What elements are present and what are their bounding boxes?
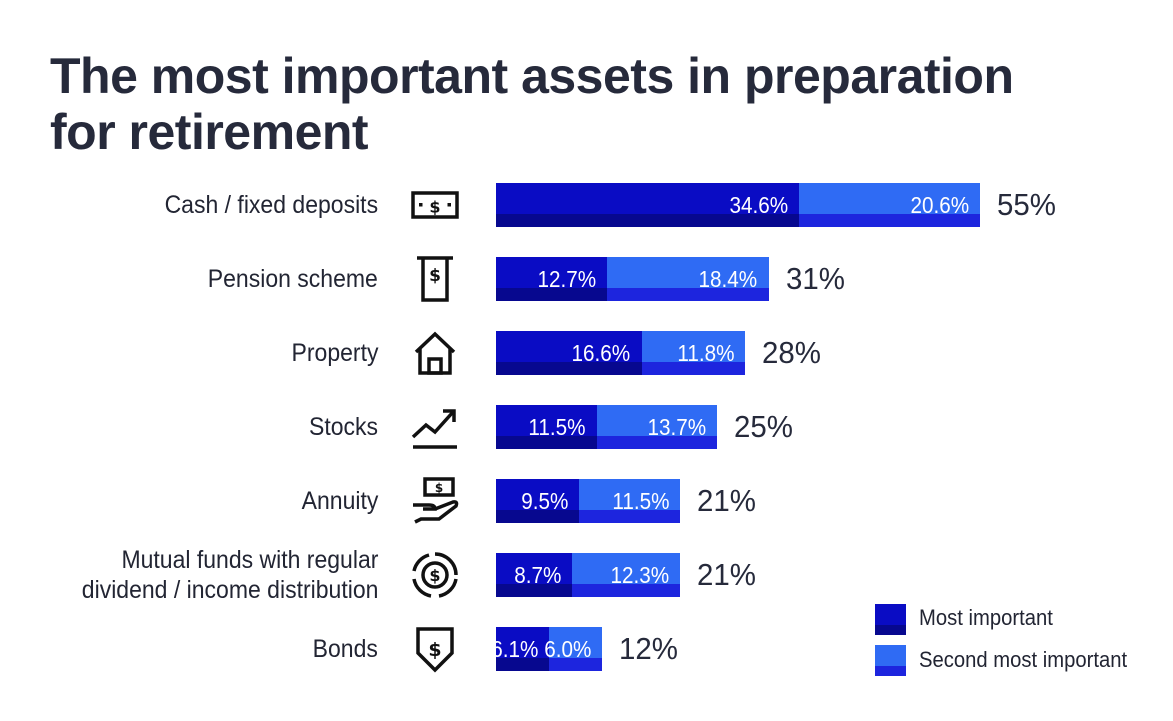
category-label-annuity: Annuity [301, 486, 378, 516]
data-label-second-most-important-bonds: 6.0% [543, 636, 592, 662]
bar-segment-second-most-important-pension-scheme [607, 257, 769, 301]
data-label-second-most-important-cash-fixed-deposits: 20.6% [910, 192, 969, 218]
bar-segment-most-important-annuity [496, 479, 580, 523]
category-label-pension-scheme: Pension scheme [208, 264, 378, 294]
bar-segment-most-important-stocks [496, 405, 597, 449]
bar-segment-most-important-mutual-funds-with-regular-dividend-income-distribution [496, 553, 573, 597]
category-label-line: Property [291, 339, 378, 367]
total-label-cash-fixed-deposits: 55% [997, 187, 1056, 222]
svg-text:$: $ [435, 481, 443, 495]
data-label-second-most-important-stocks: 13.7% [647, 414, 706, 440]
data-label-second-most-important-mutual-funds-with-regular-dividend-income-distribution: 12.3% [610, 562, 670, 588]
house-icon [409, 327, 461, 379]
data-label-most-important-mutual-funds-with-regular-dividend-income-distribution: 8.7% [514, 562, 562, 588]
category-label-line: Mutual funds with regular [121, 546, 379, 574]
total-label-mutual-funds-with-regular-dividend-income-distribution: 21% [697, 557, 757, 592]
category-label-line: Pension scheme [207, 265, 378, 293]
legend-swatch-most-important [875, 604, 906, 635]
category-label-line: Bonds [312, 635, 378, 663]
total-label-annuity: 21% [697, 483, 757, 518]
dollar-cycle-icon: $ [409, 549, 461, 601]
svg-text:$: $ [429, 566, 440, 585]
total-label-stocks: 25% [733, 409, 793, 444]
pension-document-icon: $ [409, 253, 461, 305]
data-label-most-important-property: 16.6% [571, 340, 631, 366]
chart-title: The most important assets in preparation… [50, 48, 1014, 160]
cash-icon: $ [409, 179, 461, 231]
total-label-pension-scheme: 31% [785, 261, 845, 296]
data-label-most-important-pension-scheme: 12.7% [537, 266, 597, 292]
legend-swatch-second-most-important [875, 645, 906, 676]
data-label-second-most-important-property: 11.8% [676, 340, 735, 366]
total-label-property: 28% [762, 335, 821, 370]
category-label-cash-fixed-deposits: Cash / fixed deposits [164, 190, 378, 220]
data-label-most-important-stocks: 11.5% [528, 414, 586, 440]
data-label-second-most-important-pension-scheme: 18.4% [699, 266, 758, 292]
svg-text:$: $ [429, 266, 441, 286]
category-label-mutual-funds-with-regular-dividend-income-distribution: Mutual funds with regular dividend / inco… [81, 545, 378, 605]
category-label-line: Cash / fixed deposits [164, 191, 378, 219]
svg-text:$: $ [428, 639, 441, 661]
hand-holding-cash-icon: $ [409, 475, 461, 527]
category-label-bonds: Bonds [313, 634, 378, 664]
data-label-most-important-annuity: 9.5% [521, 488, 569, 514]
data-label-most-important-cash-fixed-deposits: 34.6% [729, 192, 789, 218]
category-label-property: Property [291, 338, 378, 368]
bar-segment-second-most-important-stocks [596, 405, 717, 449]
category-label-line: Stocks [308, 413, 378, 441]
bar-segment-most-important-cash-fixed-deposits [496, 183, 800, 227]
svg-text:$: $ [429, 198, 440, 217]
bar-segment-second-most-important-bonds [549, 627, 603, 671]
bar-segment-most-important-pension-scheme [496, 257, 608, 301]
legend-label-second-most-important: Second most important [919, 647, 1128, 672]
dollar-shield-icon: $ [409, 623, 461, 675]
bar-segment-second-most-important-cash-fixed-deposits [799, 183, 980, 227]
bar-segment-second-most-important-annuity [579, 479, 681, 523]
bar-segment-second-most-important-mutual-funds-with-regular-dividend-income-distribution [572, 553, 681, 597]
bar-segment-most-important-property [496, 331, 642, 375]
category-label-stocks: Stocks [309, 412, 378, 442]
bar-segment-most-important-bonds [496, 627, 550, 671]
legend-label-most-important: Most important [919, 605, 1053, 630]
trending-up-icon [409, 401, 461, 453]
category-label-line: dividend / income distribution [81, 576, 378, 604]
category-label-line: Annuity [301, 487, 378, 515]
total-label-bonds: 12% [619, 631, 679, 666]
data-label-second-most-important-annuity: 11.5% [611, 488, 670, 514]
bar-segment-second-most-important-property [641, 331, 745, 375]
data-label-most-important-bonds: 6.1% [491, 636, 539, 662]
